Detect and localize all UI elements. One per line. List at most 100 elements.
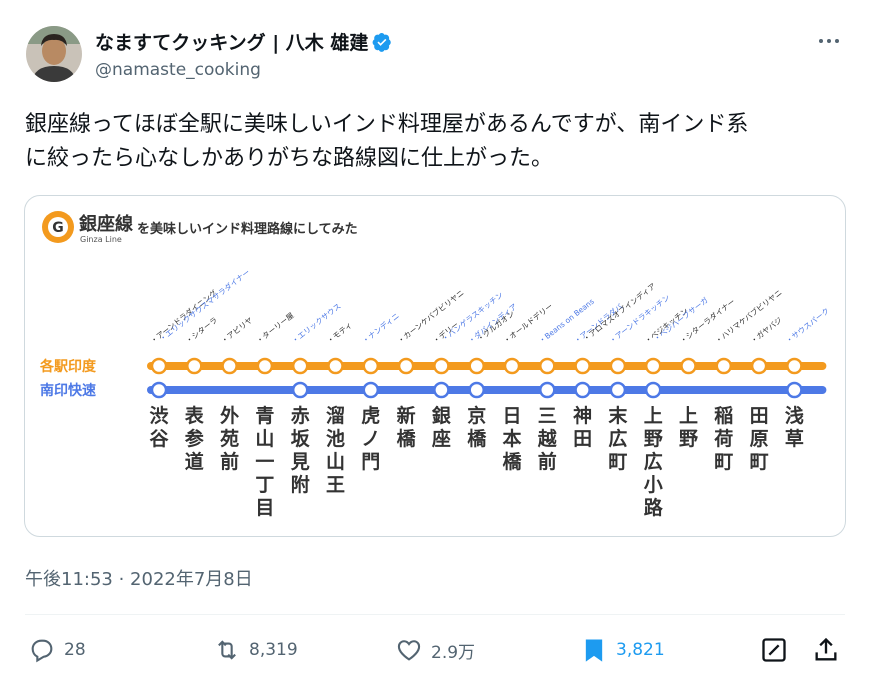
- station-name-char: 越: [537, 427, 558, 450]
- bookmark-button[interactable]: 3,821: [580, 636, 665, 664]
- station-stop-local: [221, 357, 238, 375]
- tweet-text-line: 銀座線ってほぼ全駅に美味しいインド料理屋があるんですが、南インド系: [25, 112, 749, 137]
- station-name-char: 新: [397, 404, 416, 427]
- line-title-sub: Ginza Line: [80, 235, 122, 244]
- station-stop-express: [468, 381, 485, 399]
- station-stop-local: [574, 357, 591, 375]
- retweet-icon: [218, 640, 236, 660]
- station-name-char: 一: [255, 451, 274, 473]
- station-name-char: 虎: [361, 404, 380, 427]
- station-name-char: 座: [432, 427, 451, 450]
- restaurant-label: ・ガヤバジ: [748, 314, 784, 345]
- station-name-char: 三: [538, 405, 557, 427]
- station-name-char: 上: [644, 405, 663, 427]
- retweet-button[interactable]: 8,319: [213, 636, 298, 664]
- divider: [25, 614, 845, 615]
- avatar[interactable]: [26, 26, 82, 82]
- author-handle[interactable]: @namaste_cooking: [95, 60, 261, 80]
- author-display-name[interactable]: なますてクッキング | 八木 雄建: [95, 32, 369, 54]
- station-stop-local: [750, 357, 768, 375]
- station-name-char: 町: [608, 451, 627, 473]
- station-name-char: ノ: [361, 428, 380, 450]
- station-stop-local: [291, 357, 309, 375]
- station-stop-local: [644, 357, 662, 375]
- line-logo-letter: G: [52, 220, 64, 236]
- share-icon: [815, 637, 837, 661]
- station-name-char: 赤: [291, 405, 310, 427]
- station-name-char: 王: [326, 474, 345, 496]
- station-name-char: 本: [502, 427, 521, 450]
- station-name-char: 参: [185, 427, 204, 450]
- station-stop-local: [256, 357, 274, 375]
- retweet-count: 8,319: [249, 640, 298, 660]
- station-stop-local: [503, 357, 521, 375]
- station-name-char: 前: [538, 450, 557, 473]
- more-dot-icon: [835, 39, 839, 43]
- station-stop-local: [609, 357, 627, 375]
- station-name-char: 路: [644, 496, 664, 519]
- station-name-char: 山: [255, 428, 274, 450]
- station-name-char: 広: [608, 427, 627, 450]
- station-name-char: 小: [644, 474, 663, 496]
- station-stop-local: [433, 357, 450, 375]
- line-express-label: 南印快速: [40, 382, 96, 399]
- author-name-row[interactable]: なますてクッキング | 八木 雄建: [95, 28, 392, 55]
- like-button[interactable]: 2.9万: [395, 636, 475, 664]
- tweet-text: 銀座線ってほぼ全駅に美味しいインド料理屋があるんですが、南インド系 に絞ったら心…: [25, 108, 845, 176]
- station-stop-local: [680, 357, 697, 375]
- station-name-char: 京: [467, 404, 486, 427]
- bookmark-icon: [585, 639, 603, 662]
- station-name-char: 苑: [220, 427, 239, 450]
- restaurant-label: ・アピリヤ: [219, 315, 254, 345]
- station-name-char: 銀: [432, 404, 451, 427]
- station-name-char: 野: [679, 428, 698, 450]
- station-name-char: 見: [291, 451, 310, 473]
- station-name-char: 原: [750, 428, 769, 450]
- station-name-char: 溜: [326, 404, 345, 427]
- station-name-char: 神: [573, 404, 592, 427]
- station-name-char: 橋: [502, 450, 522, 473]
- edit-button[interactable]: [760, 636, 796, 664]
- station-name-char: 前: [220, 450, 239, 473]
- station-stop-express: [291, 381, 309, 399]
- reply-icon: [31, 639, 53, 663]
- station-stop-express: [786, 381, 803, 399]
- station-name-char: 坂: [291, 428, 311, 450]
- station-stop-express: [539, 381, 556, 399]
- station-name-char: 門: [361, 451, 380, 473]
- line-logo-inner: [48, 217, 68, 237]
- station-name-char: 田: [573, 428, 592, 450]
- station-name-char: 町: [750, 451, 769, 473]
- reply-count: 28: [64, 640, 86, 660]
- reply-button[interactable]: 28: [28, 636, 86, 664]
- tweet-timestamp[interactable]: 午後11:53 · 2022年7月8日: [25, 569, 253, 590]
- station-stop-local: [150, 357, 168, 375]
- station-name-char: 表: [185, 404, 205, 427]
- station-name-char: 稲: [714, 405, 733, 427]
- station-stop-local: [786, 357, 803, 375]
- more-dot-icon: [819, 39, 823, 43]
- verified-badge-icon: [372, 33, 392, 52]
- more-options-button[interactable]: [812, 24, 846, 58]
- edit-icon: [762, 638, 786, 662]
- station-name-char: 浅: [785, 404, 804, 427]
- station-name-char: 日: [502, 405, 521, 427]
- restaurant-label: ・ターリー屋: [255, 310, 296, 345]
- station-name-char: 外: [220, 404, 239, 427]
- station-stop-express: [574, 381, 591, 399]
- avatar-image: [26, 26, 82, 82]
- heart-icon: [397, 640, 421, 661]
- station-name-char: 池: [326, 427, 345, 450]
- share-button[interactable]: [812, 636, 848, 664]
- station-name-char: 田: [750, 405, 769, 427]
- station-stop-express: [150, 381, 168, 399]
- station-stop-express: [644, 381, 662, 399]
- line-local-label: 各駅印度: [39, 358, 97, 375]
- station-name-char: 附: [291, 473, 310, 496]
- line-title: 銀座線: [79, 213, 133, 235]
- tweet-image-card[interactable]: G 銀座線 Ginza Line を美味しいインド料理路線にしてみた 各駅印度 南印快速渋…: [24, 195, 846, 537]
- station-name-char: 道: [185, 450, 204, 473]
- like-count: 2.9万: [431, 642, 476, 663]
- station-stop-express: [609, 381, 627, 399]
- restaurant-label: ・モティ: [325, 320, 354, 345]
